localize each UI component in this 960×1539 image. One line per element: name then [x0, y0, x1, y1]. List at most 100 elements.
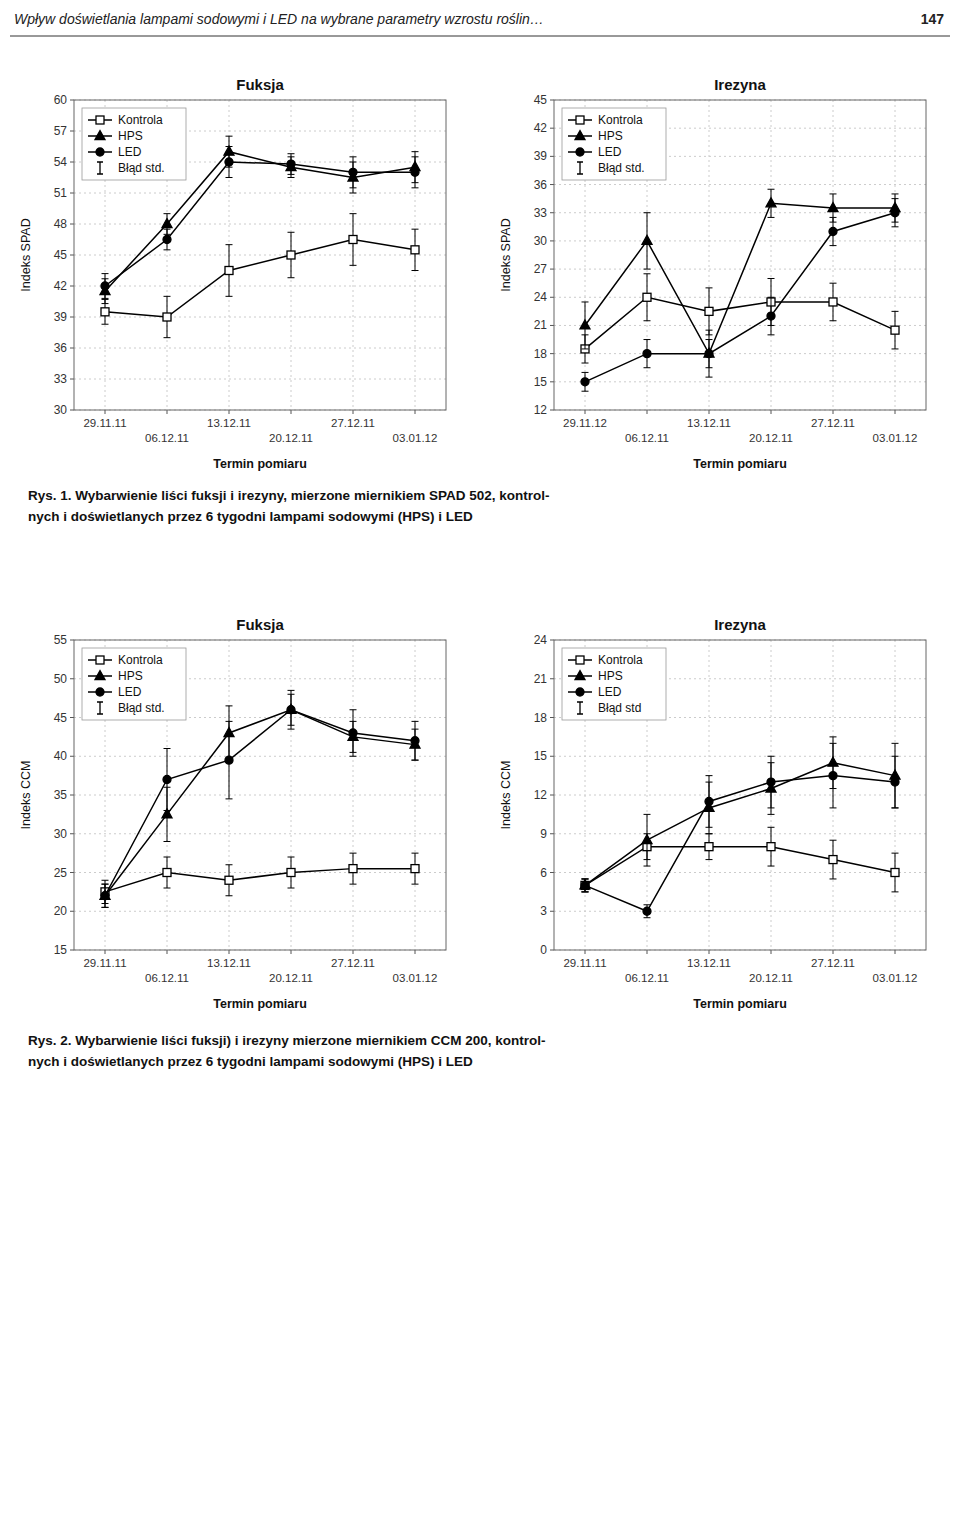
tick-label-y: 54: [54, 155, 68, 169]
marker: [642, 835, 652, 844]
marker: [829, 772, 837, 780]
tick-label-x: 27.12.11: [331, 957, 375, 969]
tick-label-y: 15: [534, 749, 548, 763]
marker: [705, 350, 713, 358]
legend-box: [562, 648, 666, 720]
tick-y: [70, 911, 74, 912]
legend-label: Błąd std.: [118, 161, 165, 175]
marker: [349, 236, 357, 244]
grid-line-y: [74, 317, 446, 318]
legend-marker: [575, 671, 585, 680]
series-line: [105, 869, 415, 892]
tick-y: [70, 756, 74, 757]
series-group: [100, 136, 420, 337]
tick-y: [550, 756, 554, 757]
grid: [554, 640, 926, 950]
plot-area: [554, 640, 926, 950]
series-line: [585, 776, 895, 912]
error-bar: [350, 710, 357, 757]
grid-line-y: [554, 795, 926, 796]
y-axis-label: Indeks CCM: [19, 761, 33, 830]
marker: [643, 293, 651, 301]
marker: [101, 282, 109, 290]
grid-line-y: [554, 212, 926, 213]
tick-y: [70, 193, 74, 194]
tick-label-x: 20.12.11: [269, 432, 313, 444]
tick-x: [585, 410, 586, 414]
tick-y: [70, 317, 74, 318]
tick-y: [70, 348, 74, 349]
marker: [581, 378, 589, 386]
y-axis-label: Indeks SPAD: [19, 218, 33, 291]
marker: [766, 198, 776, 207]
tick-label-x: 03.01.12: [393, 972, 438, 984]
series: [100, 694, 420, 907]
tick-label-y: 0: [540, 943, 547, 957]
marker: [411, 737, 419, 745]
chart: Irezyna12151821242730333639424529.11.120…: [499, 76, 926, 471]
tick-label-x: 13.12.11: [687, 957, 731, 969]
marker: [349, 168, 357, 176]
tick-x: [229, 410, 230, 414]
error-bar: [288, 232, 295, 277]
tick-y: [550, 184, 554, 185]
series-line: [105, 710, 415, 896]
series-group: [100, 690, 420, 907]
tick-x: [709, 410, 710, 414]
error-bar: [582, 879, 589, 892]
grid-line-y: [74, 348, 446, 349]
tick-label-y: 51: [54, 186, 68, 200]
series-line: [585, 213, 895, 382]
caption-line: nych i doświetlanych przez 6 tygodni lam…: [28, 509, 473, 524]
chart-title: Irezyna: [714, 616, 766, 633]
series: [580, 189, 900, 377]
tick-label-x: 06.12.11: [145, 432, 189, 444]
error-bar: [644, 274, 651, 321]
grid-line-y: [74, 833, 446, 834]
grid-line-x: [353, 640, 354, 950]
caption: Rys. 1. Wybarwienie liści fuksji i irezy…: [28, 488, 549, 524]
tick-y: [550, 717, 554, 718]
series: [581, 274, 899, 363]
grid: [554, 100, 926, 410]
legend: KontrolaHPSLEDBłąd std.: [82, 648, 186, 720]
series: [581, 743, 899, 917]
tick-label-y: 27: [534, 262, 548, 276]
tick-y: [550, 269, 554, 270]
legend-marker: [576, 656, 584, 664]
error-bar: [892, 756, 899, 808]
series: [101, 690, 419, 907]
tick-y: [70, 872, 74, 873]
error-bar: [412, 157, 419, 188]
error-bar: [102, 884, 109, 907]
marker: [705, 307, 713, 315]
grid: [74, 100, 446, 410]
legend-error-symbol: [97, 162, 103, 174]
grid-line-y: [74, 872, 446, 873]
legend-marker: [95, 131, 105, 140]
tick-label-y: 42: [54, 279, 68, 293]
error-bar: [288, 690, 295, 729]
error-bar: [164, 296, 171, 337]
series-line: [105, 152, 415, 291]
tick-y: [550, 128, 554, 129]
legend-label: Kontrola: [118, 113, 163, 127]
series: [101, 214, 419, 338]
tick-label-y: 9: [540, 827, 547, 841]
series: [581, 199, 899, 392]
marker: [163, 776, 171, 784]
grid-line-y: [74, 379, 446, 380]
marker: [349, 865, 357, 873]
tick-y: [70, 950, 74, 951]
tick-x: [647, 950, 648, 954]
tick-label-y: 6: [540, 866, 547, 880]
legend-marker: [96, 688, 104, 696]
tick-label-x: 20.12.11: [749, 972, 793, 984]
error-bar: [412, 853, 419, 884]
tick-label-y: 55: [54, 633, 68, 647]
tick-y: [70, 162, 74, 163]
tick-label-y: 45: [534, 93, 548, 107]
tick-label-y: 21: [534, 318, 548, 332]
grid-line-y: [554, 184, 926, 185]
marker: [411, 865, 419, 873]
